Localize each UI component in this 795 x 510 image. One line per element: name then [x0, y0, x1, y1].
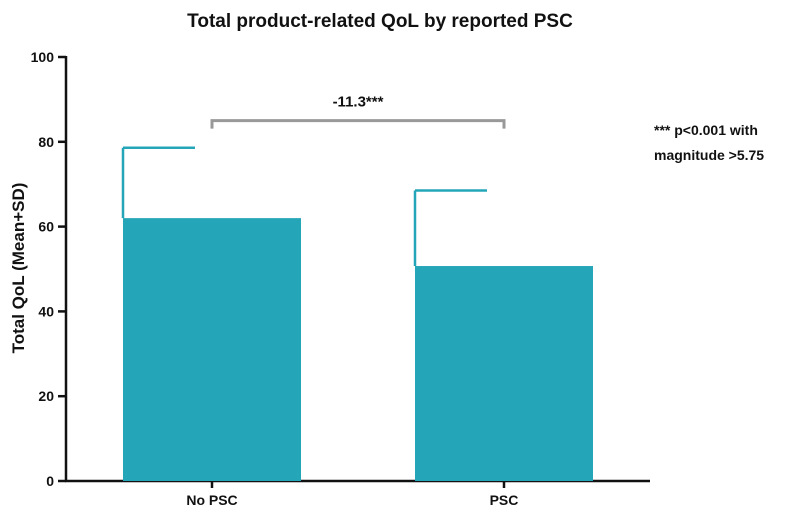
significance-bracket-line	[210, 119, 506, 129]
error-bars	[121, 146, 487, 267]
y-tick-label: 80	[38, 134, 54, 150]
significance-note-line-1: *** p<0.001 with	[654, 122, 758, 138]
x-axis: No PSC PSC	[65, 479, 650, 508]
x-tick-label: No PSC	[186, 492, 237, 508]
x-tick-label: PSC	[490, 492, 519, 508]
bars	[123, 218, 593, 481]
y-tick-label: 0	[46, 473, 54, 489]
chart-title: Total product-related QoL by reported PS…	[187, 11, 573, 32]
significance-bracket: -11.3***	[210, 94, 506, 129]
y-tick-label: 100	[31, 49, 55, 65]
y-tick-label: 40	[38, 303, 54, 319]
bar	[415, 266, 593, 481]
y-tick-label: 60	[38, 219, 54, 235]
significance-note-line-2: magnitude >5.75	[654, 147, 764, 163]
y-axis: 0 20 40 60 80 100	[31, 49, 68, 489]
y-tick-label: 20	[38, 388, 54, 404]
y-axis-label: Total QoL (Mean+SD)	[9, 183, 28, 354]
bar	[123, 218, 301, 481]
significance-label: -11.3***	[333, 94, 384, 111]
